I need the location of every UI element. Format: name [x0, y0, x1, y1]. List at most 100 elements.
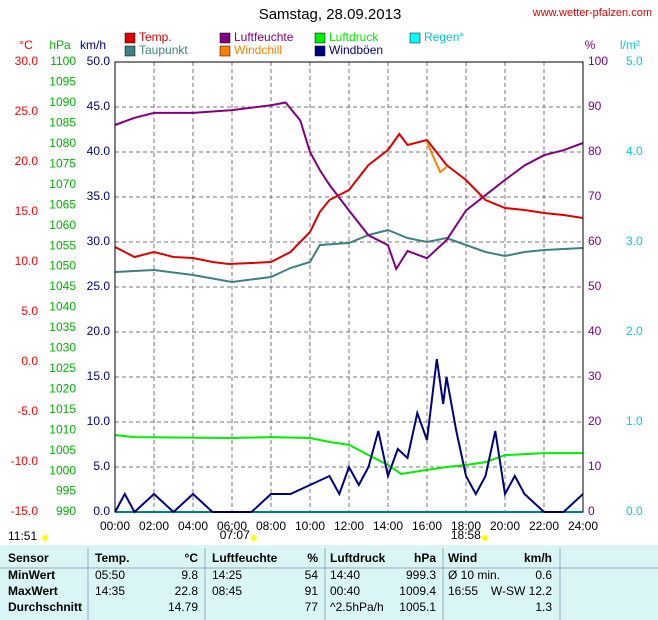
legend-label: Taupunkt: [139, 43, 188, 57]
y-tick-label: 80: [588, 144, 602, 158]
x-tick-label: 16:00: [412, 519, 442, 533]
y-tick-label: 15.0: [87, 369, 111, 383]
x-tick-label: 00:00: [100, 519, 130, 533]
legend-label: Windböen: [329, 43, 383, 57]
series-line: [114, 101, 584, 272]
y-tick-label: 20.0: [87, 324, 111, 338]
table-cell: 16:55: [448, 584, 478, 598]
y-tick-label: 1040: [49, 300, 76, 314]
y-tick-label: 1060: [49, 218, 76, 232]
y-tick-label: 1.0: [626, 414, 643, 428]
table-cell: 9.8: [181, 568, 198, 582]
series-line: [114, 434, 583, 476]
y-tick-label: 40.0: [87, 144, 111, 158]
y-tick-label: 100: [588, 54, 608, 68]
y-tick-label: 1055: [49, 238, 76, 252]
x-tick-label: 22:00: [529, 519, 559, 533]
chart-title: Samstag, 28.09.2013: [259, 6, 402, 23]
sun-marker: [481, 535, 488, 541]
y-tick-label: 40: [588, 324, 602, 338]
y-tick-label: 1045: [49, 279, 76, 293]
legend-swatch: [409, 32, 421, 44]
table-cell: 14.79: [168, 600, 198, 614]
table-header: °C: [185, 551, 199, 565]
axis-label: %: [585, 38, 596, 52]
x-tick-label: 24:00: [568, 519, 598, 533]
y-tick-label: 0: [588, 504, 595, 518]
y-tick-label: 1015: [49, 402, 76, 416]
table-cell: 77: [305, 600, 319, 614]
y-tick-label: 1005: [49, 443, 76, 457]
y-tick-label: 1010: [49, 422, 76, 436]
table-header: hPa: [414, 551, 436, 565]
y-tick-label: 1030: [49, 341, 76, 355]
y-tick-label: 1020: [49, 381, 76, 395]
table-header: km/h: [524, 551, 552, 565]
row-label: MaxWert: [8, 584, 58, 598]
sunrise: 07:07: [220, 528, 250, 542]
row-label: Durchschnitt: [8, 600, 82, 614]
table-cell: 1009.4: [399, 584, 436, 598]
y-tick-label: 1075: [49, 156, 76, 170]
y-tick-label: 1100: [50, 54, 76, 68]
legend-swatch: [219, 32, 231, 44]
legend-label: Luftdruck: [329, 30, 379, 44]
y-tick-label: 10.0: [87, 414, 111, 428]
legend-swatch: [124, 32, 136, 44]
axis-label: km/h: [80, 38, 106, 52]
y-tick-label: 1000: [49, 463, 76, 477]
table-cell: 54: [305, 568, 319, 582]
x-tick-label: 20:00: [490, 519, 520, 533]
table-background: [0, 545, 658, 620]
y-tick-label: -15.0: [11, 504, 39, 518]
y-tick-label: 1090: [49, 95, 76, 109]
sun-marker: [250, 535, 257, 541]
y-tick-label: 1035: [49, 320, 76, 334]
x-tick-label: 04:00: [178, 519, 208, 533]
legend-label: Temp.: [139, 30, 172, 44]
legend-swatch: [219, 45, 231, 57]
axis-label: hPa: [49, 38, 71, 52]
legend-label: Windchill: [234, 43, 282, 57]
y-tick-label: 0.0: [21, 354, 38, 368]
legend-swatch: [314, 45, 326, 57]
x-tick-label: 08:00: [256, 519, 286, 533]
table-cell: 22.8: [175, 584, 199, 598]
sun-marker: [42, 535, 48, 541]
y-tick-label: 2.0: [626, 324, 643, 338]
legend-label: Luftfeuchte: [234, 30, 294, 44]
x-tick-label: 10:00: [295, 519, 325, 533]
y-tick-label: 90: [588, 99, 602, 113]
y-tick-label: 0.0: [93, 504, 110, 518]
y-tick-label: 20: [588, 414, 602, 428]
x-tick-label: 14:00: [373, 519, 403, 533]
y-tick-label: -5.0: [17, 404, 38, 418]
y-tick-label: 1095: [49, 75, 76, 89]
y-tick-label: 35.0: [87, 189, 111, 203]
table-cell: 1.3: [535, 600, 552, 614]
table-cell: W-SW 12.2: [491, 584, 552, 598]
table-cell: 999.3: [406, 568, 436, 582]
legend-label: Regen°: [424, 30, 464, 44]
y-tick-label: -10.0: [11, 454, 39, 468]
axis-label: °C: [19, 38, 33, 52]
y-tick-label: 0.0: [626, 504, 643, 518]
series-line: [114, 228, 584, 284]
y-tick-label: 30: [588, 369, 602, 383]
y-tick-label: 30.0: [87, 234, 111, 248]
y-tick-label: 995: [56, 484, 76, 498]
y-tick-label: 10: [588, 459, 602, 473]
y-tick-label: 5.0: [626, 54, 643, 68]
y-tick-label: 20.0: [15, 154, 39, 168]
row-label: MinWert: [8, 568, 55, 582]
legend-swatch: [124, 45, 136, 57]
y-tick-label: 30.0: [15, 54, 39, 68]
x-tick-label: 12:00: [334, 519, 364, 533]
y-tick-label: 70: [588, 189, 602, 203]
y-tick-label: 1025: [49, 361, 76, 375]
table-header: %: [307, 551, 318, 565]
table-cell: 91: [305, 584, 319, 598]
table-cell: 0.6: [535, 568, 552, 582]
y-tick-label: 1070: [49, 177, 76, 191]
table-cell: 14:35: [95, 584, 125, 598]
